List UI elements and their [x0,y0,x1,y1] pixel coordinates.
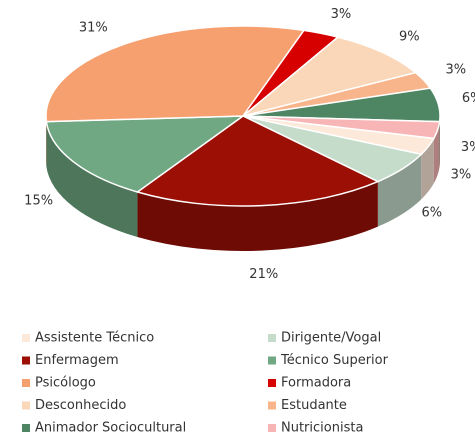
legend-label: Formadora [281,376,351,391]
legend-label: Dirigente/Vogal [281,331,381,346]
data-label: 31% [79,21,108,36]
legend-label: Animador Sociocultural [35,421,186,436]
slice [45,115,246,193]
slice [242,115,441,140]
legend-swatch [22,401,30,410]
data-label: 3% [451,168,472,183]
slice [242,36,418,117]
legend-label: Nutricionista [281,421,363,436]
slice [45,25,306,123]
legend-swatch [22,334,30,342]
data-label: 9% [399,29,420,44]
data-label: 21% [249,267,278,282]
legend-label: Desconhecido [35,398,126,413]
legend-swatch [22,356,30,365]
legend-label: Estudante [281,398,347,413]
legend-swatch [22,379,30,387]
slice-side [137,181,378,251]
legend-swatch [22,424,30,432]
data-label: 3% [445,62,466,77]
data-label: 3% [331,7,352,22]
data-label: 6% [462,91,475,106]
legend-label: Psicólogo [35,376,96,391]
data-label: 15% [24,193,53,208]
legend-label: Enfermagem [35,353,119,368]
data-label: 6% [422,205,443,220]
legend-swatch [268,356,276,365]
legend-swatch [268,379,276,387]
data-label: 3% [461,140,475,155]
slice [135,115,380,207]
legend-label: Assistente Técnico [35,331,154,346]
legend-swatch [268,334,276,342]
slice-side [421,138,434,200]
legend-label: Técnico Superior [280,353,389,368]
legend-swatch [268,424,276,432]
legend-swatch [268,401,276,410]
slice-side [377,154,422,227]
slice-side [46,121,138,237]
